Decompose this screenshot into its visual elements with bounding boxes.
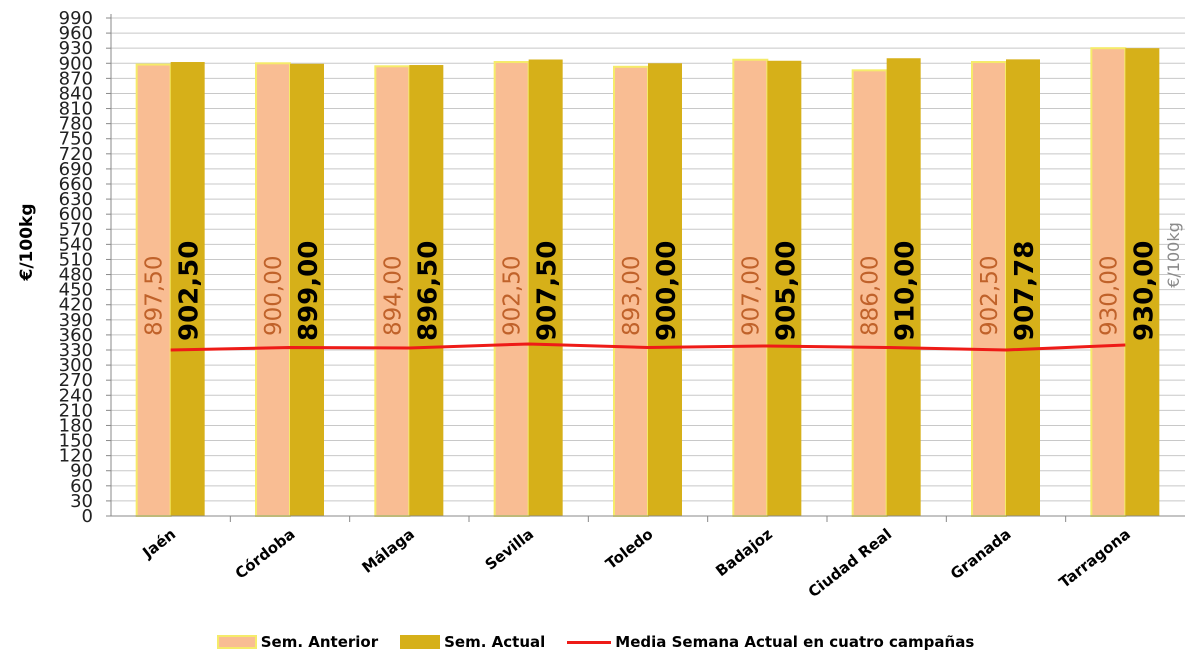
data-label-sem-actual: 907,78 bbox=[1010, 241, 1040, 341]
data-label-sem-anterior: 894,00 bbox=[380, 256, 406, 336]
y-tick-label: 90 bbox=[70, 461, 93, 482]
bars bbox=[135, 47, 1160, 518]
average-line bbox=[170, 342, 1126, 352]
bar-sem-actual bbox=[886, 58, 921, 516]
y-tick-label: 930 bbox=[59, 38, 93, 59]
y-tick-label: 660 bbox=[59, 174, 93, 195]
bar-sem-anterior bbox=[493, 61, 530, 518]
x-category-label: Granada bbox=[947, 525, 1014, 583]
y-tick-label: 0 bbox=[82, 506, 93, 527]
bar-sem-actual bbox=[409, 65, 444, 517]
y-tick-label: 150 bbox=[59, 431, 93, 452]
y-tick-label: 180 bbox=[59, 415, 93, 436]
legend-swatch-prev bbox=[216, 635, 257, 649]
x-category-label: Ciudad Real bbox=[805, 525, 895, 601]
bar-sem-actual bbox=[528, 59, 563, 516]
legend-label-line: Media Semana Actual en cuatro campañas bbox=[615, 633, 975, 651]
y-tick-label: 480 bbox=[59, 265, 93, 286]
y-tick-label: 810 bbox=[59, 99, 93, 120]
y-tick-label: 60 bbox=[70, 476, 93, 497]
data-label-sem-actual: 896,50 bbox=[413, 241, 443, 341]
legend-swatch-curr bbox=[400, 635, 441, 649]
x-category-label: Córdoba bbox=[232, 525, 299, 583]
x-category-label: Málaga bbox=[359, 525, 418, 577]
legend-item-line: Media Semana Actual en cuatro campañas bbox=[567, 633, 974, 651]
y-tick-label: 30 bbox=[70, 491, 93, 512]
y-tick-label: 600 bbox=[59, 204, 93, 225]
legend-item-prev: Sem. Anterior bbox=[216, 633, 379, 651]
bar-sem-actual bbox=[1006, 59, 1040, 516]
y-tick-label: 390 bbox=[59, 310, 93, 331]
data-labels: 897,50 902,50 900,00 899,00 894,00 896,50 902,… bbox=[142, 241, 1160, 341]
y-tick-label: 570 bbox=[59, 219, 93, 240]
bar-sem-anterior bbox=[613, 65, 649, 517]
y-tick-label: 750 bbox=[59, 129, 93, 150]
y-tick-label: 330 bbox=[59, 340, 93, 361]
data-label-sem-anterior: 902,50 bbox=[500, 256, 526, 336]
data-label-sem-actual: 899,00 bbox=[294, 241, 324, 341]
axes bbox=[110, 14, 1185, 517]
y-tick-label: 840 bbox=[59, 83, 93, 104]
bar-sem-anterior bbox=[374, 65, 411, 517]
bar-sem-anterior bbox=[1090, 47, 1127, 517]
y-tick-label: 360 bbox=[59, 325, 93, 346]
x-category-label: Badajoz bbox=[712, 525, 776, 580]
bar-sem-actual bbox=[648, 63, 682, 516]
bar-sem-actual bbox=[767, 60, 802, 517]
data-label-sem-anterior: 897,50 bbox=[142, 256, 168, 336]
y-tick-label: 270 bbox=[59, 370, 93, 391]
bar-chart: 0306090120150180210240270300330360390420… bbox=[17, 8, 1185, 601]
legend: Sem. Anterior Sem. Actual Media Semana A… bbox=[0, 631, 1191, 653]
data-label-sem-anterior: 930,00 bbox=[1096, 256, 1122, 336]
y-tick-label: 900 bbox=[59, 53, 93, 74]
y-tick-label: 960 bbox=[59, 23, 93, 44]
y-tick-label: 510 bbox=[59, 249, 93, 270]
bar-sem-actual bbox=[290, 63, 324, 516]
y-axis-label: €/100kg bbox=[17, 204, 37, 282]
average-line-layer bbox=[170, 342, 1126, 352]
y-axis-ticks: 0306090120150180210240270300330360390420… bbox=[59, 8, 111, 527]
y-tick-label: 690 bbox=[59, 159, 93, 180]
data-label-sem-anterior: 900,00 bbox=[261, 256, 287, 336]
data-label-sem-anterior: 893,00 bbox=[619, 256, 645, 336]
y-tick-label: 450 bbox=[59, 280, 93, 301]
data-label-sem-actual: 902,50 bbox=[175, 241, 205, 341]
data-label-sem-anterior: 907,00 bbox=[738, 256, 764, 336]
data-label-sem-actual: 900,00 bbox=[652, 241, 682, 341]
data-label-sem-actual: 910,00 bbox=[891, 241, 921, 341]
y-tick-label: 630 bbox=[59, 189, 93, 210]
data-label-sem-actual: 930,00 bbox=[1129, 241, 1159, 341]
y-tick-label: 240 bbox=[59, 385, 93, 406]
bar-sem-anterior bbox=[135, 63, 172, 517]
y-tick-label: 990 bbox=[59, 8, 93, 29]
unit-note: €/100kg bbox=[1164, 222, 1183, 288]
data-label-sem-anterior: 886,00 bbox=[858, 256, 884, 336]
x-axis-ticks: Jaén Córdoba Málaga Sevilla Toledo Badajoz Ciu… bbox=[138, 516, 1134, 601]
y-tick-label: 720 bbox=[59, 144, 93, 165]
y-tick-label: 210 bbox=[59, 400, 93, 421]
legend-label-curr: Sem. Actual bbox=[444, 633, 546, 651]
x-category-label: Tarragona bbox=[1056, 525, 1134, 592]
legend-label-prev: Sem. Anterior bbox=[260, 633, 379, 651]
y-tick-label: 780 bbox=[59, 114, 93, 135]
data-label-sem-actual: 907,50 bbox=[533, 241, 563, 341]
legend-swatch-line bbox=[567, 640, 612, 644]
y-tick-label: 120 bbox=[59, 446, 93, 467]
y-tick-label: 420 bbox=[59, 295, 93, 316]
x-category-label: Jaén bbox=[138, 525, 179, 562]
y-tick-label: 870 bbox=[59, 68, 93, 89]
bar-sem-actual bbox=[1125, 48, 1160, 516]
data-label-sem-actual: 905,00 bbox=[771, 241, 801, 341]
y-tick-label: 540 bbox=[59, 234, 93, 255]
x-category-label: Sevilla bbox=[482, 525, 537, 574]
data-label-sem-anterior: 902,50 bbox=[977, 256, 1003, 336]
bar-sem-actual bbox=[170, 62, 205, 517]
x-category-label: Toledo bbox=[602, 525, 656, 573]
legend-item-curr: Sem. Actual bbox=[400, 633, 545, 651]
y-tick-label: 300 bbox=[59, 355, 93, 376]
